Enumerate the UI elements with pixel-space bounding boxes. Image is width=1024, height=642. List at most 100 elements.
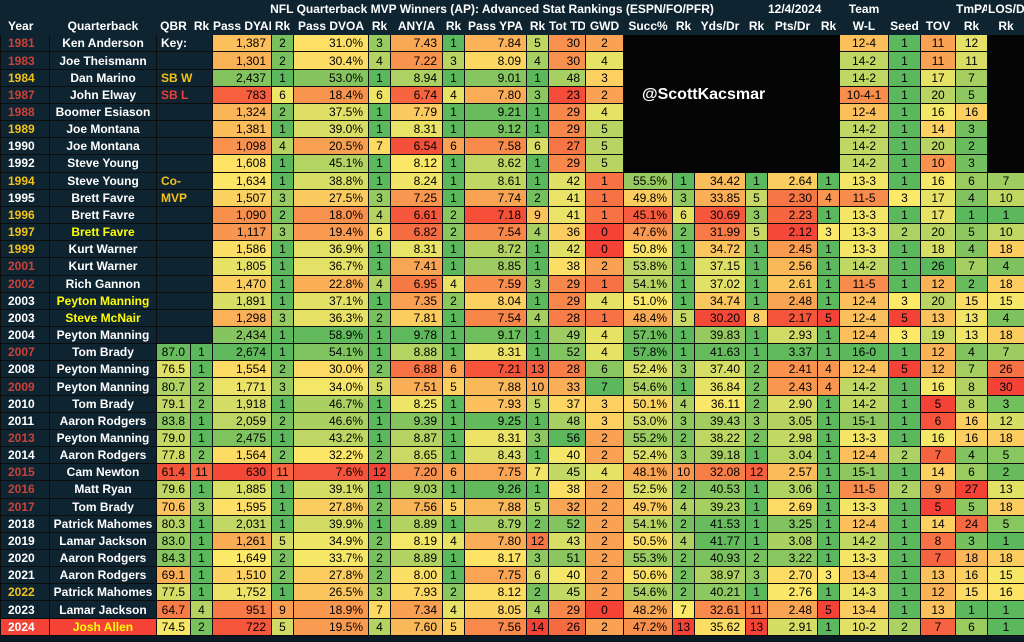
row-quarterback: Brett Favre xyxy=(49,188,157,207)
total-td: 40 xyxy=(548,566,586,585)
anya-value: 9.39 xyxy=(390,411,443,430)
team-seed: 2 xyxy=(888,480,922,499)
tmpa-rank: 11 xyxy=(955,51,989,70)
watermark-handle: @ScottKacsmar xyxy=(622,85,841,104)
blank-block xyxy=(987,68,1024,87)
succ-rank: 4 xyxy=(672,497,695,516)
ypa-rank: 1 xyxy=(526,120,549,139)
row-year: 2008 xyxy=(0,360,50,379)
ypa-rank: 2 xyxy=(526,583,549,602)
pts-per-drive: 2.91 xyxy=(767,617,818,636)
ypa-rank: 2 xyxy=(526,188,549,207)
team-seed: 1 xyxy=(888,85,922,104)
turnovers: 17 xyxy=(920,205,957,225)
dyar-value: 1,554 xyxy=(212,360,272,379)
row-quarterback: Patrick Mahomes xyxy=(49,583,157,602)
gwd-value: 1 xyxy=(585,171,624,190)
dyar-rank: 1 xyxy=(271,497,294,516)
key-legend-cell xyxy=(156,308,213,327)
anya-rank: 1 xyxy=(442,325,465,345)
anya-value: 8.89 xyxy=(390,514,443,533)
row-year: 2013 xyxy=(0,428,50,448)
table-row: 2024 Josh Allen 74.5 2 722 5 19.5% 4 7.60 5 7.56 14… xyxy=(0,617,1024,636)
row-year: 1996 xyxy=(0,205,50,225)
ypa-value: 7.80 xyxy=(464,85,527,104)
row-quarterback: Peyton Manning xyxy=(49,360,157,379)
row-year: 2014 xyxy=(0,446,50,465)
turnovers: 14 xyxy=(920,463,957,482)
qbr-rank: 2 xyxy=(190,446,213,465)
los-drive-rank: 18 xyxy=(987,548,1024,568)
dyar-value: 1,805 xyxy=(212,257,272,276)
team-seed: 1 xyxy=(888,205,922,225)
dvoa-rank: 6 xyxy=(368,85,391,104)
yds-per-drive-rank: 1 xyxy=(745,325,768,345)
anya-value: 8.65 xyxy=(390,446,443,465)
team-seed: 1 xyxy=(888,548,922,568)
row-year: 1997 xyxy=(0,223,50,242)
ypa-value: 9.12 xyxy=(464,120,527,139)
turnovers: 20 xyxy=(920,223,957,242)
anya-value: 8.31 xyxy=(390,240,443,259)
blank-block xyxy=(987,51,1024,70)
key-legend-cell xyxy=(156,325,213,345)
total-td: 29 xyxy=(548,274,586,293)
dvoa-rank: 3 xyxy=(368,188,391,207)
dvoa-rank: 1 xyxy=(368,240,391,259)
team-seed: 1 xyxy=(888,171,922,190)
succ-rank: 1 xyxy=(672,377,695,396)
pts-per-drive-rank: 1 xyxy=(816,240,841,259)
qbr-value: 79.0 xyxy=(156,428,191,448)
row-year: 1981 xyxy=(0,34,50,53)
table-row: 1992 Steve Young 1,608 1 45.1% 1 8.12 1 8.62 1 29 5… xyxy=(0,154,1024,173)
dyar-value: 1,608 xyxy=(212,154,272,173)
ypa-value: 8.31 xyxy=(464,343,527,362)
row-quarterback: Peyton Manning xyxy=(49,325,157,345)
ypa-rank: 1 xyxy=(526,446,549,465)
pts-per-drive-rank: 1 xyxy=(816,531,841,551)
total-td: 48 xyxy=(548,68,586,87)
los-drive-rank: 2 xyxy=(987,463,1024,482)
pts-per-drive: 3.08 xyxy=(767,531,818,551)
gwd-value: 4 xyxy=(585,291,624,310)
row-quarterback: Joe Theismann xyxy=(49,51,157,70)
tmpa-rank: 6 xyxy=(955,617,989,636)
tmpa-rank: 1 xyxy=(955,600,989,619)
dyar-rank: 1 xyxy=(271,480,294,499)
dyar-rank: 2 xyxy=(271,446,294,465)
row-year: 2011 xyxy=(0,411,50,430)
dvoa-rank: 1 xyxy=(368,480,391,499)
gwd-value: 2 xyxy=(585,428,624,448)
dyar-rank: 1 xyxy=(271,154,294,173)
dvoa-value: 54.1% xyxy=(293,343,369,362)
row-quarterback: John Elway xyxy=(49,85,157,104)
column-header: Rk xyxy=(672,17,695,36)
ypa-value: 9.17 xyxy=(464,325,527,345)
ypa-rank: 1 xyxy=(526,68,549,87)
team-seed: 1 xyxy=(888,583,922,602)
row-quarterback: Aaron Rodgers xyxy=(49,548,157,568)
los-drive-rank: 4 xyxy=(987,308,1024,327)
table-row: 2007 Tom Brady 87.0 1 2,674 1 54.1% 1 8.88 1 8.31 1… xyxy=(0,343,1024,362)
ypa-rank: 7 xyxy=(526,463,549,482)
succ-rank: 1 xyxy=(672,274,695,293)
anya-value: 8.88 xyxy=(390,343,443,362)
row-quarterback: Ken Anderson xyxy=(49,34,157,53)
dvoa-rank: 1 xyxy=(368,102,391,122)
dyar-value: 1,387 xyxy=(212,34,272,53)
row-year: 1995 xyxy=(0,188,50,207)
succ-value: 50.5% xyxy=(623,531,673,551)
row-quarterback: Aaron Rodgers xyxy=(49,411,157,430)
total-td: 52 xyxy=(548,514,586,533)
table-row: 2021 Aaron Rodgers 69.1 1 1,510 2 27.8% 2 8.00 1 7… xyxy=(0,566,1024,585)
succ-rank: 5 xyxy=(672,308,695,327)
blank-block xyxy=(622,120,841,139)
column-header: Seed xyxy=(888,17,922,36)
total-td: 26 xyxy=(548,617,586,636)
anya-value: 7.35 xyxy=(390,291,443,310)
dvoa-value: 31.0% xyxy=(293,34,369,53)
team-win-loss: 13-3 xyxy=(839,240,890,259)
table-row: 1989 Joe Montana 1,381 1 39.0% 1 8.31 1 9.12 1 29 5… xyxy=(0,120,1024,139)
tmpa-rank: 16 xyxy=(955,566,989,585)
